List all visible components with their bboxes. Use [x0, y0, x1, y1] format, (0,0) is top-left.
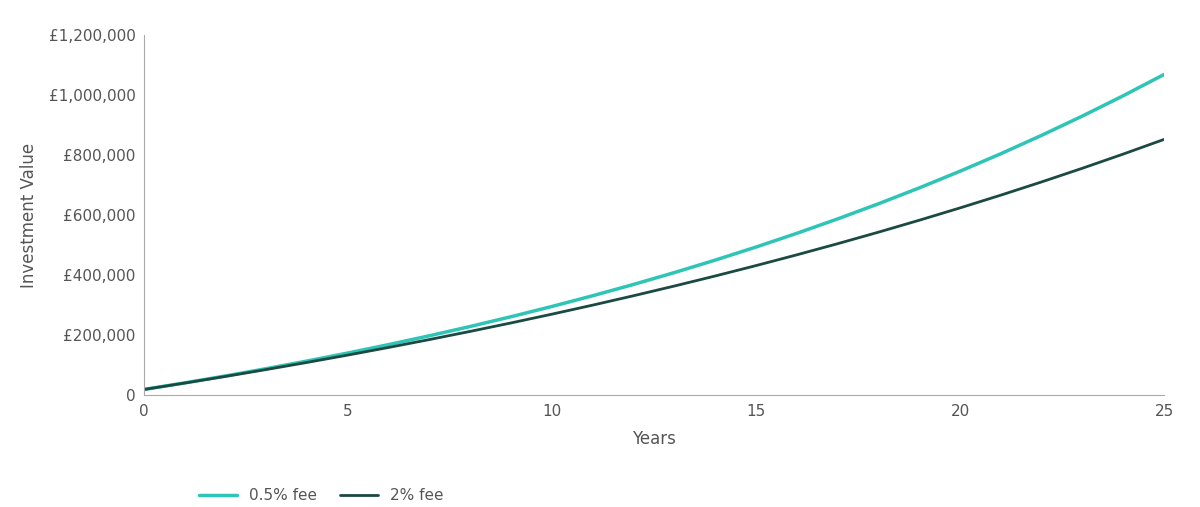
0.5% fee: [994, 151, 1008, 157]
2% fee: [463, 329, 478, 335]
2% fee: [137, 386, 151, 392]
2% fee: [382, 344, 396, 350]
0.5% fee: [626, 281, 641, 287]
Line: 0.5% fee: 0.5% fee: [144, 75, 1164, 389]
0.5% fee: [463, 323, 478, 330]
2% fee: [830, 241, 845, 247]
2% fee: [1116, 151, 1130, 157]
0.5% fee: [953, 168, 967, 174]
0.5% fee: [790, 230, 804, 236]
2% fee: [790, 252, 804, 258]
0.5% fee: [871, 201, 886, 207]
2% fee: [341, 352, 355, 358]
2% fee: [422, 337, 437, 343]
2% fee: [626, 293, 641, 299]
0.5% fee: [1157, 71, 1171, 78]
0.5% fee: [504, 314, 518, 320]
0.5% fee: [749, 244, 763, 250]
2% fee: [667, 283, 682, 289]
0.5% fee: [137, 386, 151, 392]
2% fee: [749, 263, 763, 269]
0.5% fee: [259, 366, 274, 372]
2% fee: [218, 373, 233, 379]
Y-axis label: Investment Value: Investment Value: [19, 143, 37, 288]
2% fee: [178, 380, 192, 386]
0.5% fee: [667, 270, 682, 276]
0.5% fee: [830, 216, 845, 222]
0.5% fee: [341, 350, 355, 356]
0.5% fee: [218, 373, 233, 379]
2% fee: [953, 205, 967, 211]
Legend: 0.5% fee, 2% fee: 0.5% fee, 2% fee: [192, 482, 450, 507]
Line: 2% fee: 2% fee: [144, 139, 1164, 389]
0.5% fee: [545, 303, 559, 309]
0.5% fee: [382, 342, 396, 348]
0.5% fee: [708, 257, 722, 263]
0.5% fee: [1075, 113, 1090, 119]
2% fee: [994, 192, 1008, 198]
2% fee: [545, 311, 559, 317]
0.5% fee: [586, 293, 600, 299]
0.5% fee: [912, 185, 926, 191]
2% fee: [1157, 136, 1171, 142]
2% fee: [586, 302, 600, 308]
2% fee: [259, 367, 274, 373]
0.5% fee: [422, 333, 437, 339]
2% fee: [708, 273, 722, 279]
2% fee: [1034, 179, 1049, 185]
2% fee: [504, 320, 518, 326]
2% fee: [300, 359, 314, 366]
0.5% fee: [1116, 93, 1130, 99]
2% fee: [912, 217, 926, 223]
0.5% fee: [178, 380, 192, 386]
2% fee: [871, 229, 886, 235]
2% fee: [1075, 165, 1090, 171]
X-axis label: Years: Years: [632, 430, 676, 448]
0.5% fee: [300, 358, 314, 364]
0.5% fee: [1034, 132, 1049, 138]
